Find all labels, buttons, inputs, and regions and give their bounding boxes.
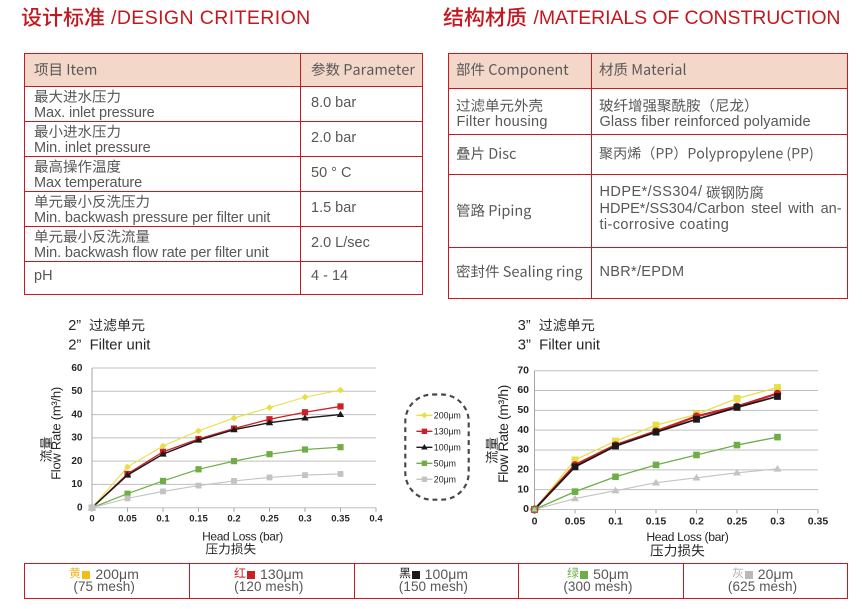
svg-text:0.35: 0.35 [331,514,350,525]
svg-text:2” Filter unit: 2” Filter unit [68,337,150,353]
svg-text:70: 70 [517,364,529,376]
svg-text:0.1: 0.1 [156,514,170,525]
svg-text:0.4: 0.4 [369,514,383,525]
svg-text:100μm: 100μm [434,442,461,452]
svg-text:2”: 2” [68,318,81,334]
svg-text:0: 0 [523,503,529,515]
svg-text:0.3: 0.3 [298,514,311,525]
svg-text:0: 0 [532,516,538,528]
svg-text:40: 40 [71,409,83,420]
svg-text:0.15: 0.15 [189,514,208,525]
svg-text:130μm: 130μm [434,426,461,436]
svg-text:50μm: 50μm [434,458,456,468]
svg-text:40: 40 [517,424,529,436]
svg-text:3” Filter unit: 3” Filter unit [518,337,600,353]
svg-text:0.15: 0.15 [646,516,667,528]
svg-text:60: 60 [517,384,529,396]
svg-text:0.1: 0.1 [608,516,623,528]
svg-text:50: 50 [517,404,529,416]
svg-text:0.05: 0.05 [565,516,586,528]
svg-text:60: 60 [71,363,83,374]
svg-text:20: 20 [517,463,529,475]
svg-text:0.2: 0.2 [227,514,240,525]
svg-text:0.05: 0.05 [118,514,137,525]
svg-text:30: 30 [71,433,83,444]
svg-text:Head Loss (bar): Head Loss (bar) [646,530,728,544]
svg-text:20μm: 20μm [434,474,456,484]
svg-text:0.35: 0.35 [808,516,829,528]
svg-text:0: 0 [77,503,83,514]
svg-text:10: 10 [517,483,529,495]
svg-text:20: 20 [71,456,83,467]
svg-text:0.25: 0.25 [727,516,748,528]
svg-text:Flow Rate (m³/h): Flow Rate (m³/h) [495,385,511,483]
svg-text:0.25: 0.25 [260,514,279,525]
svg-text:30: 30 [517,444,529,456]
svg-text:0: 0 [89,514,94,525]
svg-text:Head Loss (bar): Head Loss (bar) [202,529,283,543]
svg-text:50: 50 [71,386,83,397]
svg-text:3”: 3” [518,318,531,334]
svg-text:200μm: 200μm [434,410,461,420]
svg-text:Flow Rate (m³/h): Flow Rate (m³/h) [49,387,64,480]
svg-text:10: 10 [71,479,83,490]
svg-text:0.3: 0.3 [770,516,785,528]
svg-text:0.2: 0.2 [689,516,704,528]
